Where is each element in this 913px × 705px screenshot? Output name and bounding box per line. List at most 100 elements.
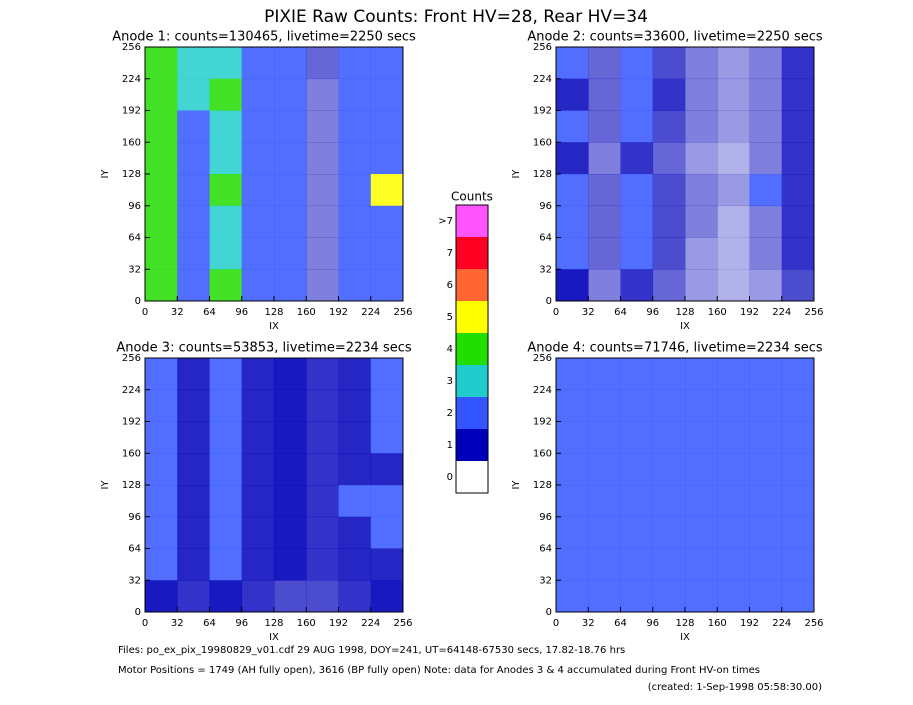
x-tick-label: 224: [772, 618, 791, 629]
x-tick-label: 64: [614, 618, 627, 629]
heat-cell: [685, 237, 718, 270]
heat-cell: [177, 78, 210, 111]
x-tick-label: 256: [804, 618, 823, 629]
heat-cell: [717, 485, 750, 518]
y-tick-label: 224: [533, 74, 552, 85]
y-tick-label: 64: [539, 233, 552, 244]
heat-cell: [145, 110, 178, 143]
heat-cell: [338, 453, 372, 486]
heat-cell: [145, 269, 178, 302]
y-tick-label: 96: [539, 201, 552, 212]
heat-cell: [338, 110, 372, 143]
heat-cell: [588, 485, 621, 518]
heat-cell: [209, 205, 243, 238]
heat-cell: [749, 205, 783, 238]
heat-cell: [306, 580, 339, 613]
y-tick-label: 224: [122, 385, 141, 396]
heat-cell: [685, 142, 718, 175]
heat-cell: [145, 389, 178, 422]
heat-cell: [145, 580, 178, 613]
heat-cell: [370, 453, 404, 486]
heat-cell: [177, 174, 210, 207]
x-tick-label: 64: [203, 618, 216, 629]
heat-cell: [652, 237, 686, 270]
heat-cell: [588, 516, 621, 549]
heat-cell: [338, 237, 372, 270]
x-tick-label: 224: [361, 307, 380, 318]
heat-cell: [652, 389, 686, 422]
heat-cell: [338, 516, 372, 549]
x-tick-label: 224: [361, 618, 380, 629]
heat-cell: [652, 110, 686, 143]
heat-cell: [717, 580, 750, 613]
x-tick-label: 0: [553, 307, 559, 318]
heat-cell: [588, 78, 621, 111]
heat-cell: [717, 548, 750, 581]
colorbar-label: 4: [447, 344, 453, 355]
heat-cell: [209, 421, 243, 454]
heat-cell: [177, 421, 210, 454]
heat-cell: [685, 358, 718, 391]
heat-cell: [588, 421, 621, 454]
heat-cell: [370, 485, 404, 518]
y-tick-label: 192: [533, 417, 552, 428]
heat-cell: [274, 174, 307, 207]
heat-cell: [652, 174, 686, 207]
y-tick-label: 96: [539, 512, 552, 523]
heat-cell: [145, 421, 178, 454]
x-tick-label: 256: [804, 307, 823, 318]
heat-cell: [177, 47, 210, 80]
heat-cell: [145, 237, 178, 270]
y-tick-label: 192: [122, 106, 141, 117]
heat-cell: [620, 453, 654, 486]
heat-cell: [556, 358, 589, 391]
heat-cell: [781, 389, 815, 422]
heat-cell: [338, 421, 372, 454]
heat-cell: [241, 453, 275, 486]
heat-cell: [717, 421, 750, 454]
y-tick-label: 64: [128, 544, 141, 555]
heat-cell: [306, 358, 339, 391]
heat-cell: [749, 548, 783, 581]
colorbar-swatch: [456, 205, 488, 237]
heat-cell: [685, 485, 718, 518]
heat-cell: [241, 78, 275, 111]
heat-cell: [717, 78, 750, 111]
heat-cell: [241, 47, 275, 80]
heat-cell: [685, 47, 718, 80]
heat-cell: [620, 485, 654, 518]
x-tick-label: 160: [708, 307, 727, 318]
heat-cell: [781, 358, 815, 391]
heat-cell: [274, 142, 307, 175]
colorbar-label: >7: [438, 216, 453, 227]
panel-title: Anode 3: counts=53853, livetime=2234 sec…: [116, 341, 412, 356]
heat-cell: [556, 237, 589, 270]
heat-cell: [338, 548, 372, 581]
heat-cell: [241, 174, 275, 207]
y-tick-label: 192: [533, 106, 552, 117]
heat-cell: [338, 269, 372, 302]
heat-cell: [241, 389, 275, 422]
heat-cell: [685, 205, 718, 238]
heat-cell: [749, 237, 783, 270]
y-axis-label: IY: [511, 480, 522, 490]
heat-cell: [274, 389, 307, 422]
heat-cell: [370, 174, 404, 207]
heat-cell: [588, 580, 621, 613]
heat-cell: [556, 485, 589, 518]
heat-cell: [370, 358, 404, 391]
y-axis-label: IY: [100, 480, 111, 490]
heat-cell: [685, 389, 718, 422]
heat-cell: [685, 580, 718, 613]
heat-cell: [145, 453, 178, 486]
heat-cell: [781, 110, 815, 143]
heat-cell: [145, 142, 178, 175]
x-tick-label: 128: [675, 307, 694, 318]
heat-cell: [685, 78, 718, 111]
heat-cell: [749, 142, 783, 175]
y-tick-label: 192: [122, 417, 141, 428]
y-tick-label: 0: [135, 296, 141, 307]
heat-cell: [749, 580, 783, 613]
heat-cell: [588, 47, 621, 80]
heat-cell: [338, 389, 372, 422]
